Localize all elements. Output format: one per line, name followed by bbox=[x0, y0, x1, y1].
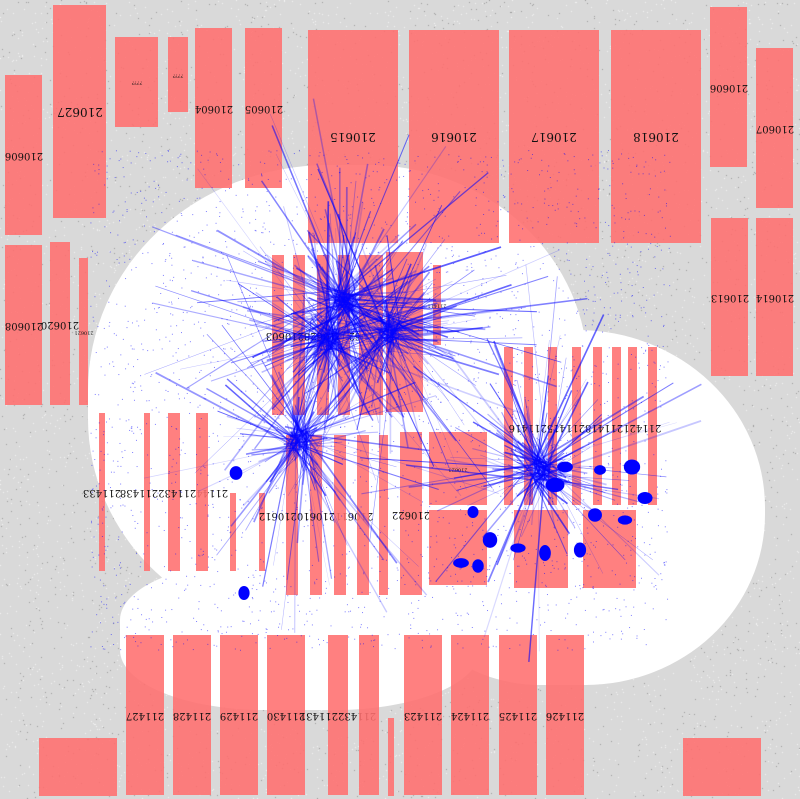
room-block: 211433 bbox=[83, 413, 121, 571]
room-block bbox=[338, 255, 350, 415]
room-block: 210613 bbox=[710, 218, 749, 376]
room-label: ???? bbox=[131, 79, 142, 86]
room-label: 211429 bbox=[219, 710, 259, 721]
room-block bbox=[386, 252, 423, 412]
room-block bbox=[230, 493, 236, 571]
room-block: 211425 bbox=[499, 635, 537, 795]
room-block: 210617 bbox=[509, 30, 599, 243]
room-block: 210622 bbox=[392, 432, 430, 595]
room-label: 210627 bbox=[56, 104, 103, 119]
room-block: 210615 bbox=[308, 30, 398, 243]
room-label: 210614 bbox=[755, 292, 794, 303]
room-label: 210623 bbox=[448, 466, 468, 472]
room-label: 211423 bbox=[403, 710, 443, 721]
room-block bbox=[683, 738, 761, 796]
room-label: 210618 bbox=[633, 129, 679, 144]
room-block bbox=[359, 635, 379, 795]
room-block bbox=[429, 510, 487, 585]
room-block: 210627 bbox=[53, 5, 106, 218]
room-block: 210606 bbox=[709, 7, 748, 167]
room-label: 211427 bbox=[125, 710, 165, 721]
room-label: 210606 bbox=[4, 150, 43, 161]
room-label: 210604 bbox=[194, 103, 233, 114]
room-block: 210623 bbox=[429, 432, 487, 505]
room-block: 211429 bbox=[220, 635, 258, 795]
room-block bbox=[39, 738, 117, 796]
room-block: 211421211418211415211416 bbox=[500, 420, 670, 434]
room-block bbox=[514, 510, 568, 588]
room-label: ???? bbox=[172, 72, 184, 78]
room-block: 210621 bbox=[74, 258, 93, 405]
room-block: 211426 bbox=[546, 635, 584, 795]
room-label: 210616 bbox=[431, 129, 477, 144]
room-label: 210606 bbox=[709, 82, 748, 93]
room-label: 210605 bbox=[244, 103, 283, 114]
room-label: 211424 bbox=[450, 710, 490, 721]
room-block: 210614 bbox=[755, 218, 794, 376]
room-label: 211421211418211415211416 bbox=[508, 422, 662, 433]
room-label: 211428 bbox=[172, 710, 212, 721]
room-label: 210617 bbox=[531, 129, 577, 144]
room-block: 211423 bbox=[404, 635, 442, 795]
room-block: 211430 bbox=[267, 635, 305, 795]
room-label: 210620 bbox=[40, 318, 80, 330]
room-label: 211425 bbox=[498, 710, 538, 721]
room-block bbox=[144, 413, 150, 571]
room-block: 210620 bbox=[41, 242, 79, 405]
room-block bbox=[196, 413, 208, 571]
room-block: 210616 bbox=[409, 30, 499, 243]
room-block: 210606 bbox=[4, 75, 43, 235]
room-label: 210622 bbox=[391, 508, 431, 520]
room-label: 211433 bbox=[82, 487, 122, 498]
room-block: 211428 bbox=[173, 635, 211, 795]
room-block bbox=[259, 493, 265, 571]
room-block: 210618 bbox=[611, 30, 701, 243]
room-block: ???? bbox=[115, 37, 158, 127]
room-block: 21144211432211438 bbox=[120, 413, 228, 571]
room-block bbox=[357, 435, 369, 595]
room-block: 210629210628210603 bbox=[266, 255, 380, 415]
room-label: 210621 bbox=[73, 329, 94, 335]
room-block bbox=[583, 510, 636, 588]
room-label: 210615 bbox=[330, 129, 376, 144]
room-label: 211426 bbox=[545, 710, 585, 721]
room-label: 21144211432211438 bbox=[119, 487, 229, 498]
room-block: 210605 bbox=[244, 28, 283, 188]
room-label: 210608 bbox=[4, 320, 43, 331]
room-label: 211411 bbox=[427, 302, 447, 309]
room-block bbox=[334, 435, 346, 595]
room-label: 210607 bbox=[755, 123, 794, 134]
room-label: 210613 bbox=[710, 292, 749, 303]
room-block bbox=[388, 718, 394, 796]
room-block: 211427 bbox=[126, 635, 164, 795]
room-block bbox=[359, 255, 383, 415]
room-block: 210607 bbox=[755, 48, 794, 208]
room-block bbox=[379, 435, 388, 595]
room-block: 211411 bbox=[427, 265, 447, 345]
room-block: 210608 bbox=[4, 245, 43, 405]
room-block: 210604 bbox=[194, 28, 233, 188]
room-block: 211424 bbox=[451, 635, 489, 795]
room-block: 210611210610210612 bbox=[259, 435, 373, 595]
room-block: 211432211431 bbox=[300, 635, 376, 795]
room-block: ???? bbox=[168, 37, 188, 112]
